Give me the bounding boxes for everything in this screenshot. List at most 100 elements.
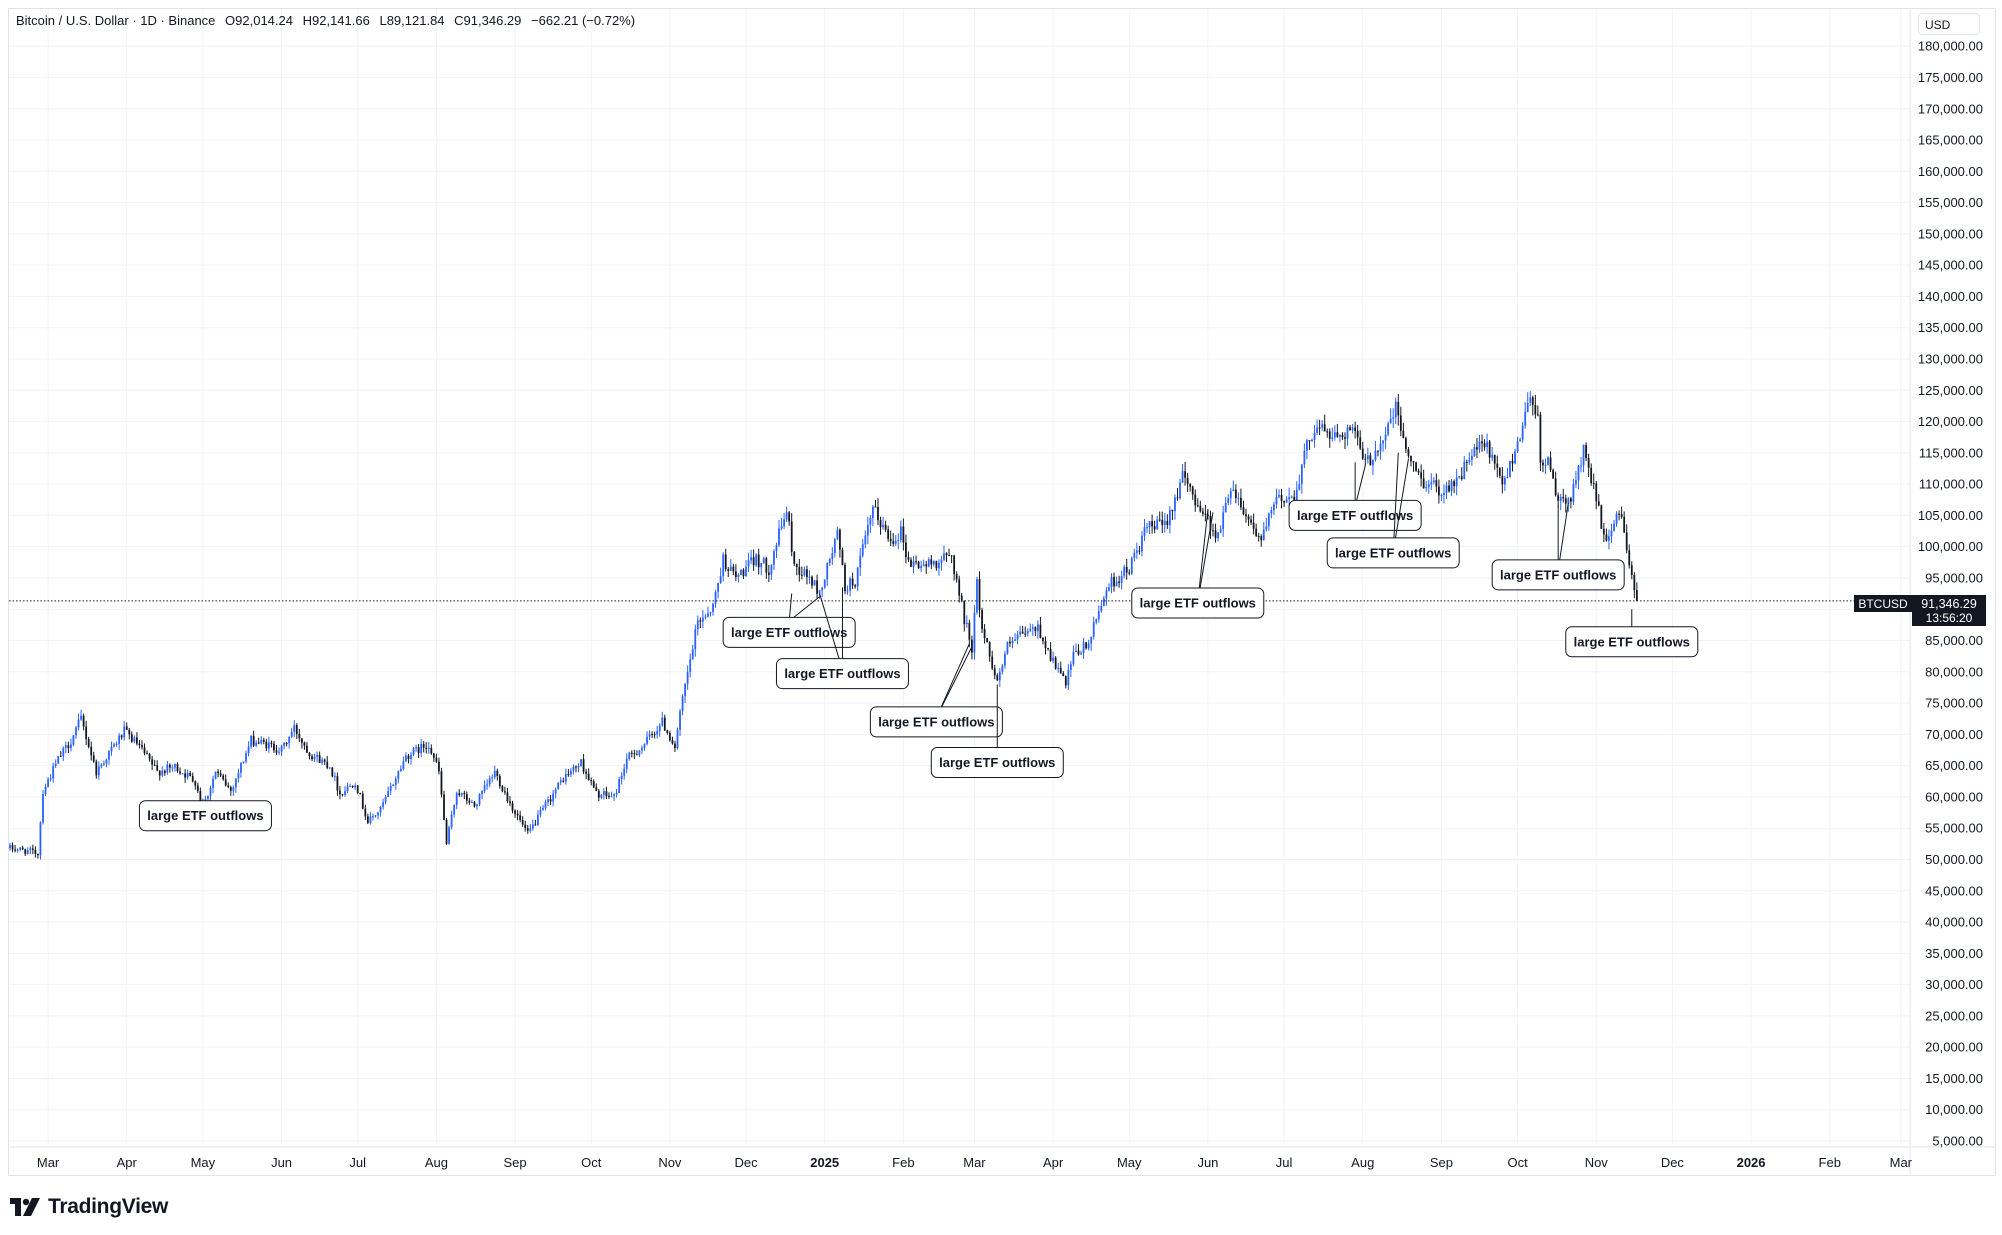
etf-outflow-annotation[interactable]: large ETF outflows xyxy=(930,684,1064,779)
annotation-pointer xyxy=(1559,502,1569,560)
candle xyxy=(21,845,24,851)
candle xyxy=(481,790,483,800)
candle xyxy=(1245,508,1247,523)
candle xyxy=(1275,488,1278,509)
candle xyxy=(356,784,359,795)
candle xyxy=(115,741,118,747)
candle xyxy=(661,711,664,727)
candle xyxy=(737,573,740,583)
etf-outflow-annotation[interactable]: large ETF outflows xyxy=(1131,509,1265,619)
candle xyxy=(1019,625,1022,637)
candle xyxy=(666,729,669,735)
candle xyxy=(1300,463,1303,494)
currency-selector[interactable]: USD xyxy=(1918,13,1980,35)
candle xyxy=(1052,651,1055,664)
candle xyxy=(1359,430,1362,451)
candle xyxy=(82,713,85,731)
candle xyxy=(1313,425,1316,448)
candle xyxy=(694,624,697,657)
etf-outflow-annotation[interactable]: large ETF outflows xyxy=(138,800,272,832)
candle xyxy=(52,762,55,783)
candle xyxy=(402,756,405,771)
candle xyxy=(87,736,90,749)
candle xyxy=(1102,595,1105,607)
candle xyxy=(1562,488,1565,503)
candle xyxy=(998,668,1001,687)
candle xyxy=(1189,483,1192,492)
candle xyxy=(1306,438,1308,460)
candle xyxy=(24,848,27,857)
price-badge xyxy=(1912,595,1986,626)
candle xyxy=(1328,428,1331,448)
candle xyxy=(407,753,410,764)
candle xyxy=(1085,641,1088,650)
etf-outflow-annotation[interactable]: large ETF outflows xyxy=(1288,462,1422,531)
candle xyxy=(326,756,329,770)
etf-outflow-annotation[interactable]: large ETF outflows xyxy=(1491,502,1625,591)
etf-outflow-annotation[interactable]: large ETF outflows xyxy=(722,593,856,648)
candle xyxy=(1592,473,1595,490)
candle xyxy=(790,513,793,557)
candle xyxy=(14,845,16,853)
candle xyxy=(808,570,811,584)
candle xyxy=(72,734,75,747)
candle xyxy=(240,761,242,778)
candle xyxy=(42,790,44,825)
candle xyxy=(1097,605,1100,623)
candle xyxy=(333,772,336,782)
candle xyxy=(831,547,834,565)
candle xyxy=(978,571,981,618)
etf-outflow-annotation[interactable]: large ETF outflows xyxy=(1565,609,1699,658)
candle xyxy=(440,767,443,798)
etf-outflow-annotation[interactable]: large ETF outflows xyxy=(869,643,1003,738)
x-tick-label: Jun xyxy=(271,1155,292,1170)
candle xyxy=(108,749,110,765)
candle xyxy=(39,821,42,860)
candle xyxy=(346,782,349,794)
candle xyxy=(1059,661,1062,674)
candle xyxy=(1463,455,1466,480)
etf-outflow-annotation[interactable]: large ETF outflows xyxy=(775,587,909,690)
candle xyxy=(1511,453,1514,472)
candle xyxy=(120,734,123,740)
annotation-label: large ETF outflows xyxy=(731,625,847,640)
candle xyxy=(75,726,77,739)
grid-lines xyxy=(9,9,1910,1145)
symbol-title[interactable]: Bitcoin / U.S. Dollar · 1D · Binance xyxy=(16,13,216,28)
countdown-label: 13:56:20 xyxy=(1926,611,1973,625)
time-axis[interactable]: Mar Apr May Jun Jul Aug Sep Oct Nov Dec 2025 Feb Mar… xyxy=(37,1155,1913,1170)
candle xyxy=(1257,532,1260,542)
candle xyxy=(1003,651,1006,669)
candle xyxy=(1580,457,1582,473)
candle xyxy=(701,609,704,629)
tradingview-logo-text: TradingView xyxy=(48,1195,169,1218)
candle xyxy=(1031,623,1034,636)
candle xyxy=(1176,487,1179,501)
candle xyxy=(1201,507,1204,517)
x-tick-label: Jul xyxy=(1276,1155,1293,1170)
candle xyxy=(1181,463,1184,484)
candle xyxy=(1049,642,1052,662)
candle xyxy=(453,804,456,818)
price-axis[interactable]: 180,000.00 175,000.00 170,000.00 165,000.00… xyxy=(1909,9,1983,1176)
candle xyxy=(29,846,32,855)
y-tick-label: 125,000.00 xyxy=(1918,383,1983,398)
y-tick-label: 165,000.00 xyxy=(1918,133,1983,148)
candle xyxy=(709,611,712,617)
symbol-legend[interactable]: Bitcoin / U.S. Dollar · 1D · Binance O92… xyxy=(16,13,641,28)
candle xyxy=(255,740,258,748)
candle xyxy=(280,744,283,756)
tradingview-logo[interactable]: TradingView xyxy=(10,1195,168,1219)
candle xyxy=(90,741,93,761)
candle xyxy=(587,768,590,781)
candle xyxy=(293,720,296,738)
x-tick-label: 2025 xyxy=(810,1155,839,1170)
candle xyxy=(1470,449,1473,466)
candle xyxy=(1214,523,1217,543)
candle xyxy=(1001,663,1004,675)
etf-outflow-annotation[interactable]: large ETF outflows xyxy=(1326,452,1460,569)
x-tick-label: Mar xyxy=(37,1155,60,1170)
candle xyxy=(668,730,671,742)
candle xyxy=(1503,475,1506,491)
